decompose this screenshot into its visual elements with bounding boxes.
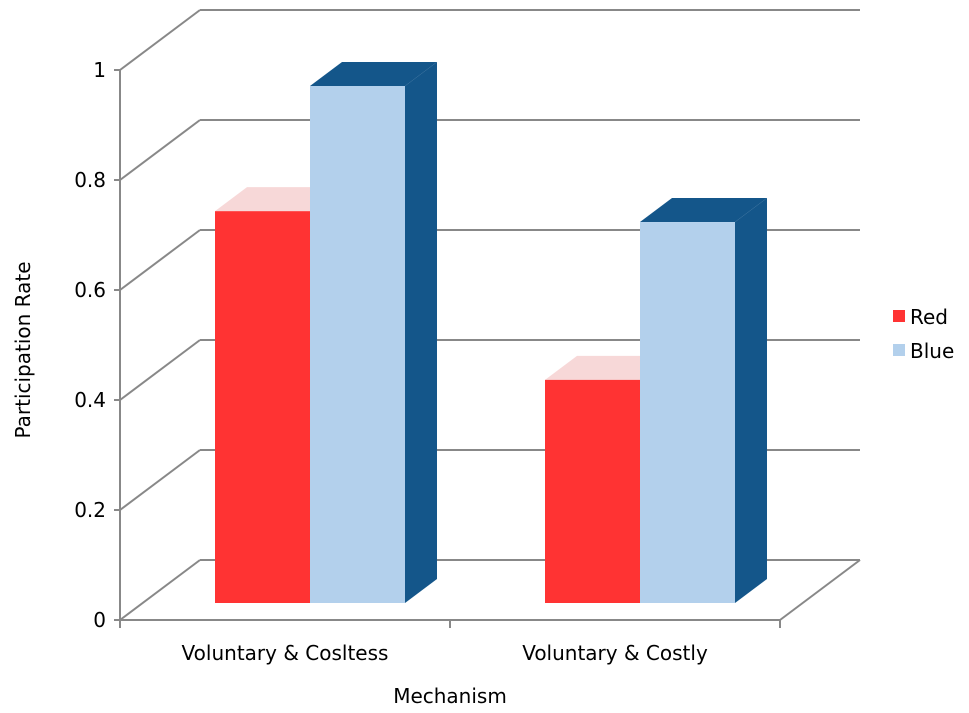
bar-front (215, 211, 310, 603)
bar-side (405, 62, 437, 603)
y-tick-label: 1 (93, 58, 106, 82)
labels: 0 0.2 0.4 0.6 0.8 1 Voluntary & Cosltess Volunt… (74, 58, 708, 665)
legend-swatch-red (893, 310, 905, 322)
bar-blue-2 (640, 198, 767, 604)
y-tick-label: 0.2 (74, 498, 106, 522)
bar-top (310, 62, 437, 86)
legend-swatch-blue (893, 344, 905, 356)
bar-top (640, 198, 767, 223)
bar-side (735, 198, 767, 604)
bar-front (545, 379, 640, 603)
y-tick-label: 0.8 (74, 168, 106, 192)
gridline-diagonal (119, 9, 201, 71)
y-axis-title: Participation Rate (11, 261, 35, 438)
gridline-diagonal (119, 449, 201, 511)
gridline-diagonal (119, 119, 201, 181)
x-tick-label: Voluntary & Costly (522, 641, 708, 665)
y-tick-label: 0 (93, 608, 106, 632)
gridline-diagonal (119, 229, 201, 291)
y-tick-label: 0.6 (74, 278, 106, 302)
bar-front (310, 86, 405, 603)
floor-right-edge (779, 559, 861, 621)
bars (215, 62, 767, 604)
bar-front (640, 222, 735, 604)
floor-left-edge (119, 559, 201, 621)
x-tick-label: Voluntary & Cosltess (182, 641, 389, 665)
x-axis-title: Mechanism (393, 684, 507, 708)
axes (114, 69, 781, 628)
bar-blue-1 (310, 62, 437, 603)
gridline-diagonal (119, 339, 201, 401)
legend-label-red: Red (910, 305, 948, 329)
legend-label-blue: Blue (910, 339, 954, 363)
legend: Red Blue (893, 305, 954, 363)
y-tick-label: 0.4 (74, 388, 106, 412)
